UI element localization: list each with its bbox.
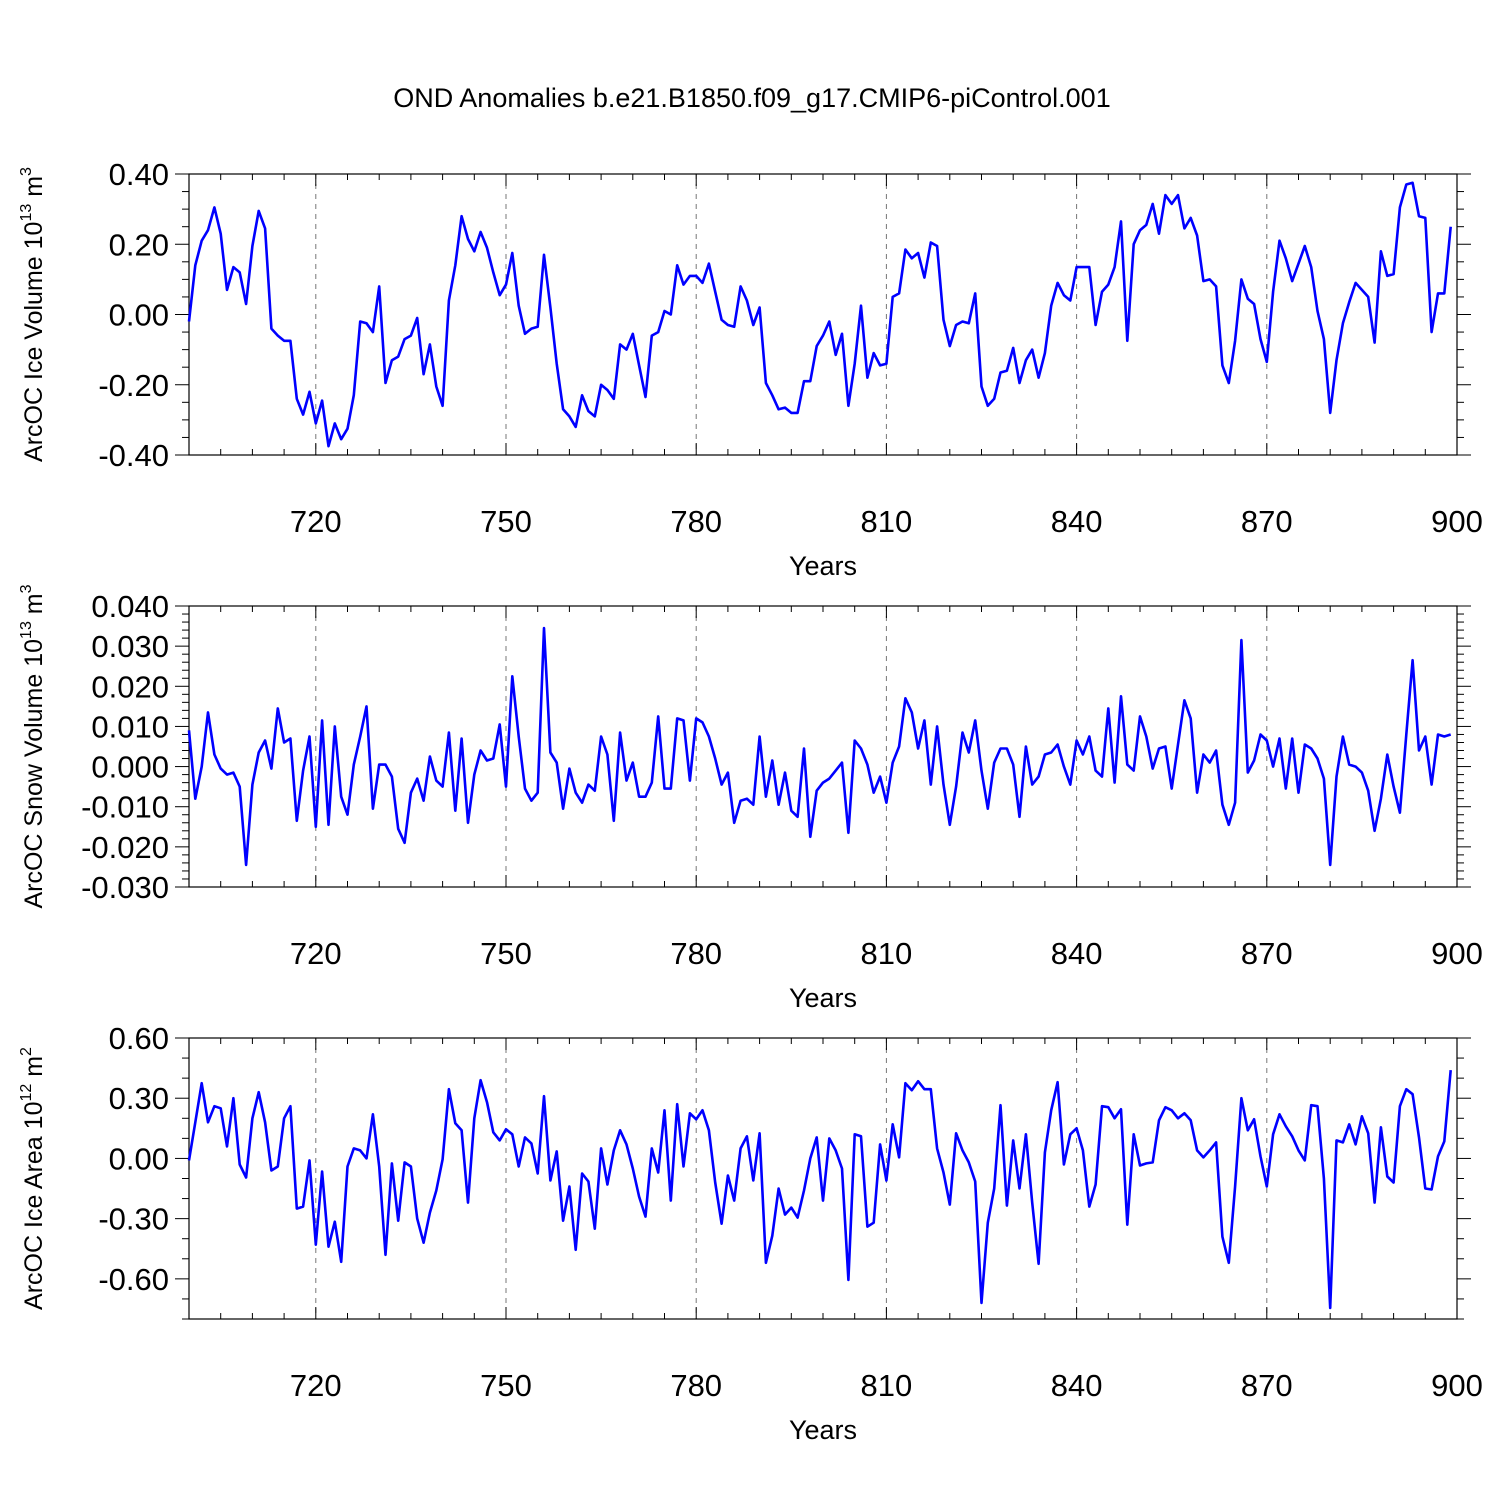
x-tick-label: 810	[861, 504, 913, 539]
ice-area-panel: 720 750 780 810 840 870 900 -0.60 -0.30 0.00 0.30 0…	[18, 1021, 1483, 1445]
y-tick-label: 0.040	[91, 589, 169, 624]
y-axis-label-text: ArcOC Ice Volume 10	[20, 222, 48, 462]
y-axis-label-unit-exponent: 2	[18, 1047, 35, 1056]
y-axis-label-unit-exponent: 3	[18, 584, 35, 593]
y-tick-label: -0.40	[98, 438, 169, 473]
y-tick-label: 0.000	[91, 750, 169, 785]
x-tick-label: 720	[290, 1368, 342, 1403]
y-axis-label: ArcOC Ice Volume 1013 m3	[18, 167, 48, 462]
y-axis-label-exponent: 13	[18, 621, 35, 639]
y-axis-label-unit: m	[20, 593, 48, 621]
y-tick-label: -0.020	[81, 830, 169, 865]
x-tick-label: 720	[290, 504, 342, 539]
panels: 720 750 780 810 840 870 900 -0.40 -0.20 0.00 0.20 0…	[18, 157, 1483, 1445]
x-tick-label: 780	[670, 936, 722, 971]
y-axis-label-exponent: 13	[18, 204, 35, 222]
y-tick-label: 0.00	[109, 1141, 169, 1176]
x-tick-label: 810	[861, 936, 913, 971]
plot-frame	[188, 605, 1458, 888]
figure-title: OND Anomalies b.e21.B1850.f09_g17.CMIP6-…	[393, 83, 1110, 113]
x-tick-label: 900	[1431, 1368, 1483, 1403]
x-tick-label: 840	[1051, 936, 1103, 971]
y-tick-label: 0.30	[109, 1081, 169, 1116]
x-tick-label: 870	[1241, 504, 1293, 539]
x-tick-label: 750	[480, 936, 532, 971]
x-axis-label: Years	[789, 983, 857, 1013]
x-tick-label: 750	[480, 1368, 532, 1403]
x-tick-label: 750	[480, 504, 532, 539]
plot-frame	[188, 1037, 1458, 1320]
x-axis-label: Years	[789, 1415, 857, 1445]
x-tick-label: 720	[290, 936, 342, 971]
y-tick-label: 0.010	[91, 709, 169, 744]
ice-area-series-line	[187, 1069, 1452, 1310]
x-axis-label: Years	[789, 551, 857, 581]
x-tick-label: 810	[861, 1368, 913, 1403]
x-tick-label: 900	[1431, 936, 1483, 971]
y-tick-label: -0.20	[98, 368, 169, 403]
x-tick-label: 870	[1241, 1368, 1293, 1403]
y-axis-label-unit: m	[20, 176, 48, 204]
x-tick-label: 840	[1051, 504, 1103, 539]
y-tick-label: 0.020	[91, 669, 169, 704]
y-axis-label-unit-exponent: 3	[18, 167, 35, 176]
ice-volume-series-line	[187, 181, 1452, 448]
y-axis-label: ArcOC Ice Area 1012 m2	[18, 1047, 48, 1310]
y-tick-label: -0.60	[98, 1262, 169, 1297]
x-tick-label: 870	[1241, 936, 1293, 971]
y-tick-label: -0.030	[81, 870, 169, 905]
y-axis-label-text: ArcOC Ice Area 10	[20, 1102, 48, 1310]
x-tick-label: 900	[1431, 504, 1483, 539]
y-tick-label: 0.030	[91, 629, 169, 664]
y-axis-label: ArcOC Snow Volume 1013 m3	[18, 584, 48, 908]
ice-volume-panel: 720 750 780 810 840 870 900 -0.40 -0.20 0.00 0.20 0…	[18, 157, 1483, 581]
y-tick-label: 0.40	[109, 157, 169, 192]
y-tick-label: 0.00	[109, 298, 169, 333]
x-tick-label: 780	[670, 1368, 722, 1403]
snow-volume-series-line	[187, 626, 1452, 867]
y-tick-label: 0.60	[109, 1021, 169, 1056]
y-tick-label: -0.30	[98, 1202, 169, 1237]
x-tick-label: 780	[670, 504, 722, 539]
y-axis-label-unit: m	[20, 1056, 48, 1084]
x-tick-label: 840	[1051, 1368, 1103, 1403]
snow-volume-panel: 720 750 780 810 840 870 900 -0.030 -0.020 -0.010 0…	[18, 584, 1483, 1013]
y-tick-label: 0.20	[109, 227, 169, 262]
y-axis-label-exponent: 12	[18, 1084, 35, 1102]
y-tick-label: -0.010	[81, 790, 169, 825]
y-axis-label-text: ArcOC Snow Volume 10	[20, 639, 48, 909]
